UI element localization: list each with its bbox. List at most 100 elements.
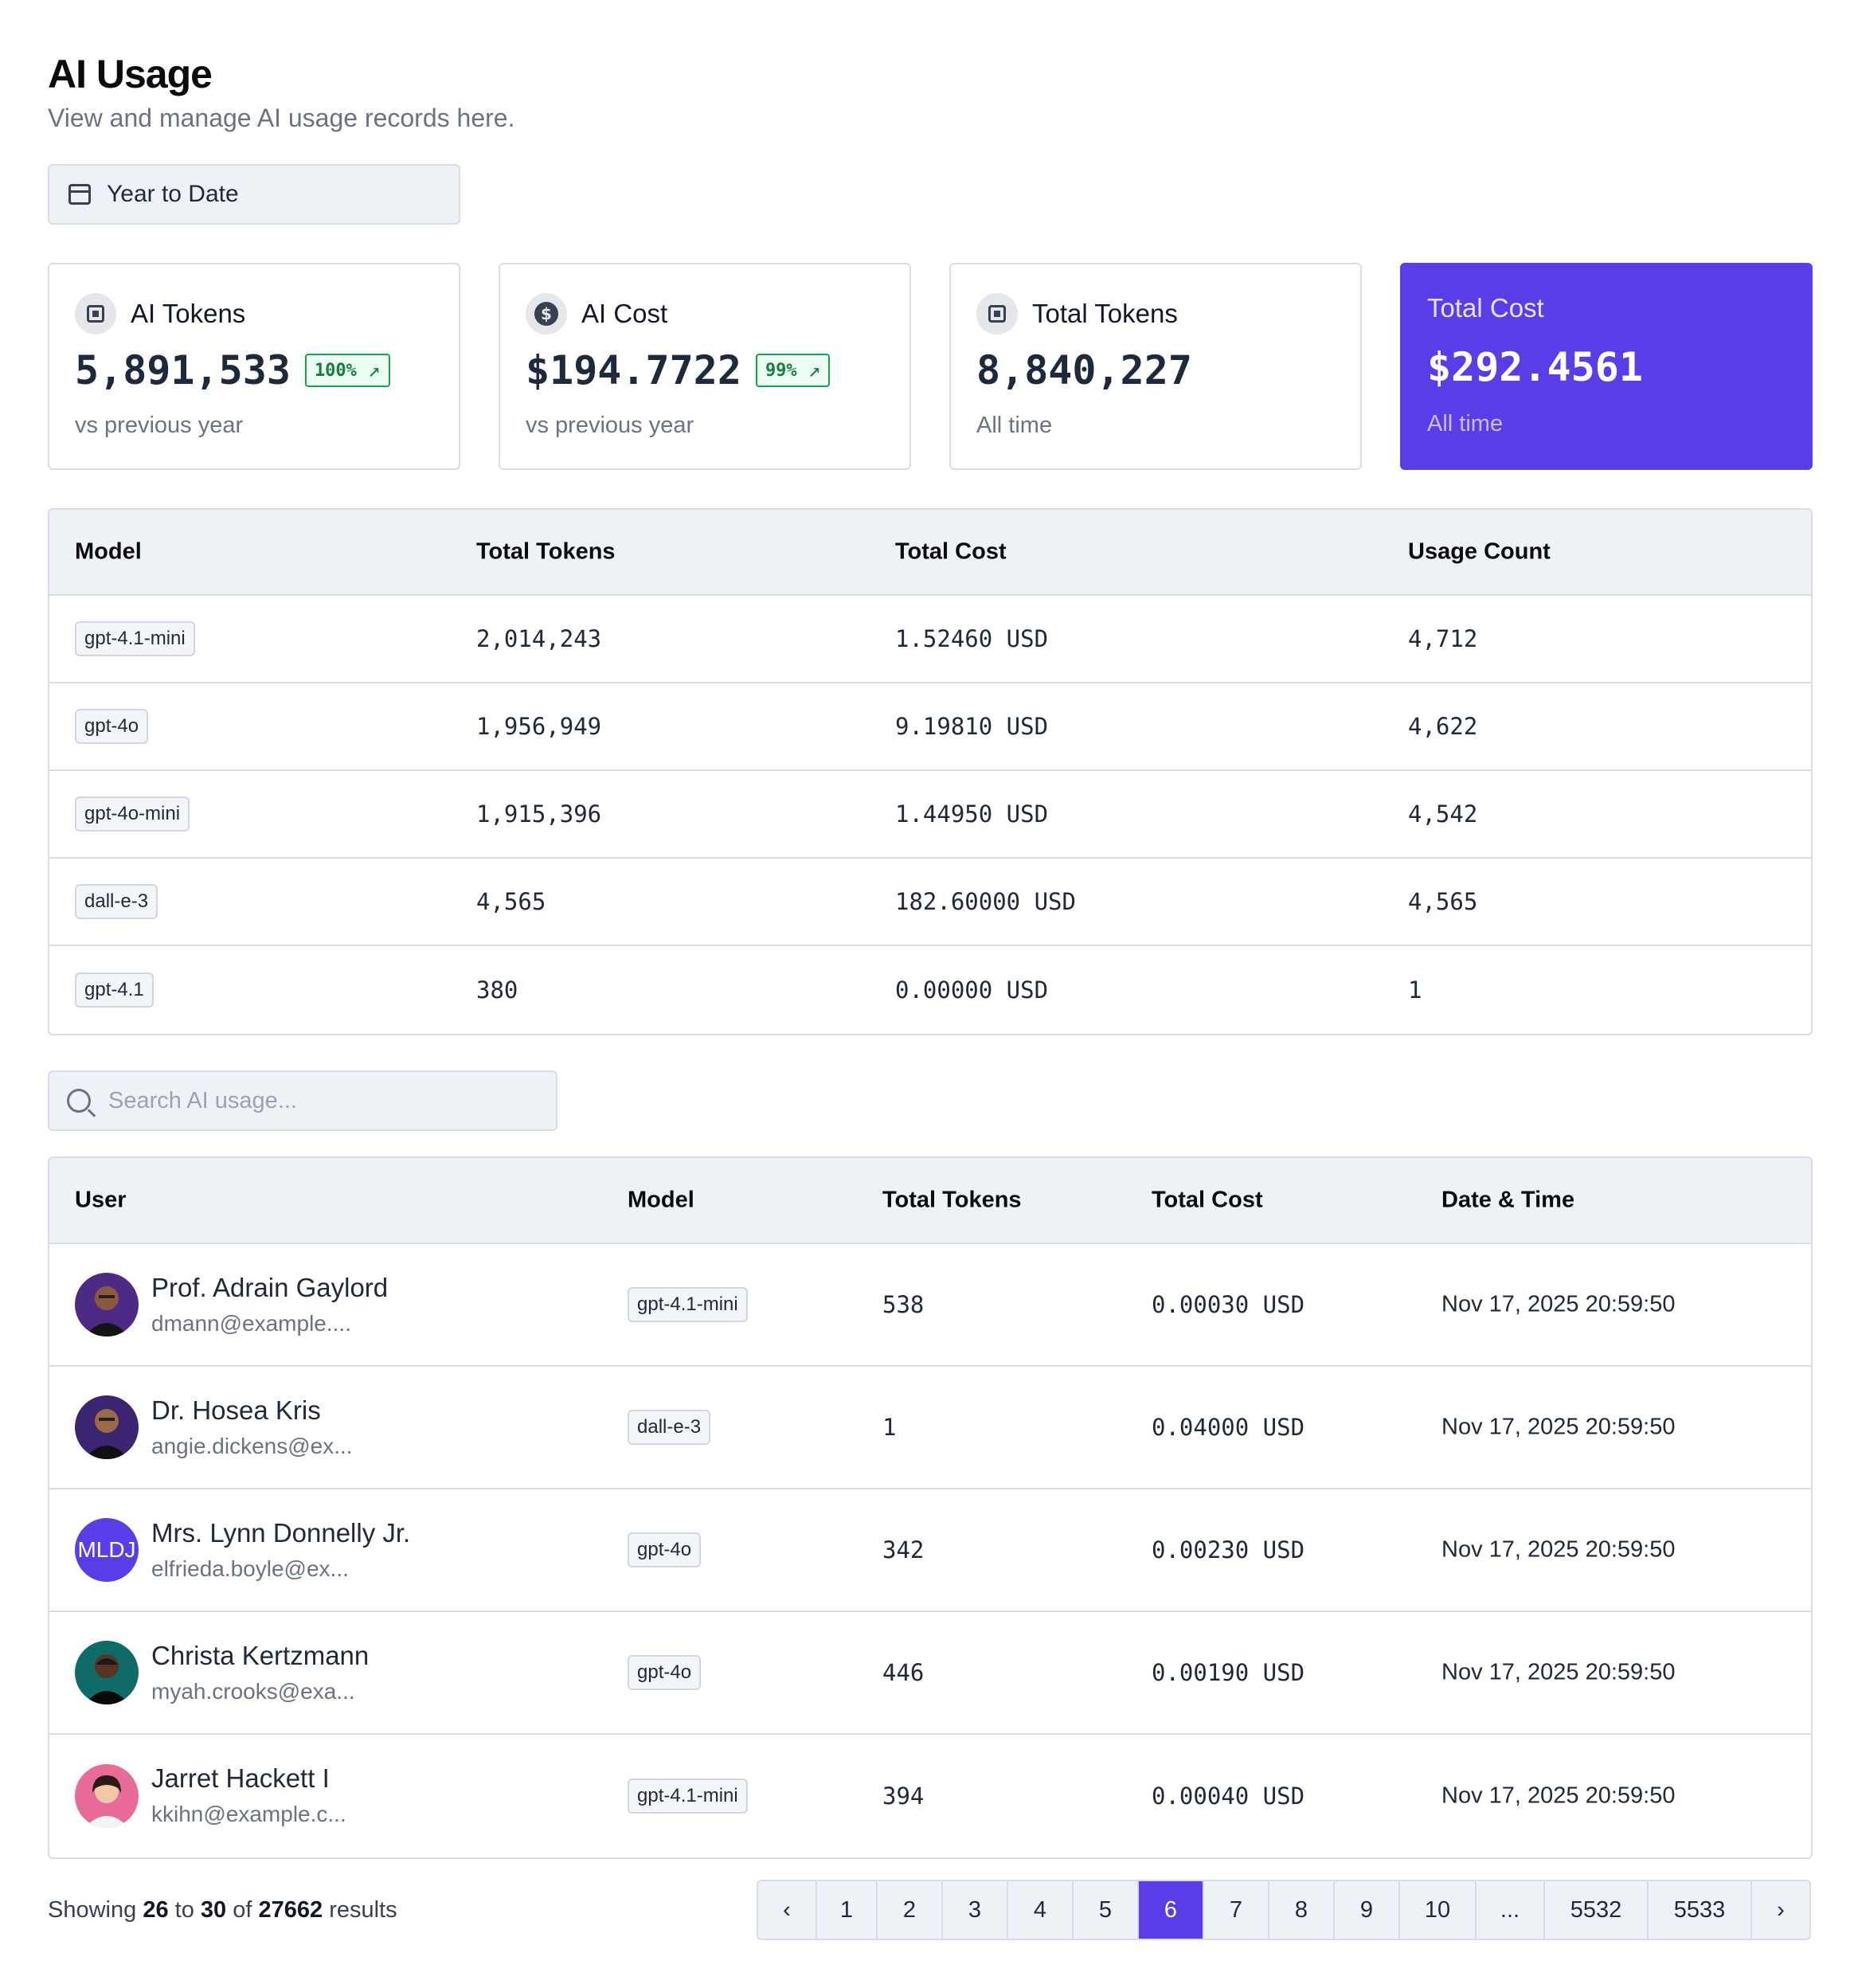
count-cell: 4,622 <box>1408 713 1478 740</box>
table-header: User Model Total Tokens Total Cost Date … <box>49 1158 1811 1244</box>
model-tag: gpt-4o <box>628 1655 702 1690</box>
column-header: Model <box>628 1187 694 1213</box>
cost-cell: 1.52460 USD <box>895 625 1049 652</box>
tokens-cell: 394 <box>882 1783 925 1810</box>
page-button[interactable]: 10 <box>1400 1881 1477 1939</box>
model-tag: gpt-4.1-mini <box>75 621 195 656</box>
search-icon <box>67 1089 91 1113</box>
chip-icon <box>976 293 1018 335</box>
next-page-button[interactable]: › <box>1777 1896 1785 1923</box>
table-row[interactable]: Dr. Hosea Kris angie.dickens@ex... dall-… <box>49 1367 1811 1489</box>
table-row[interactable]: Jarret Hackett I kkihn@example.c... gpt-… <box>49 1735 1811 1857</box>
page-title: AI Usage <box>48 52 213 96</box>
card-label: Total Cost <box>1427 293 1544 323</box>
column-header: Total Tokens <box>476 538 616 565</box>
stat-cards: AI Tokens 5,891,533 100% ↗ vs previous y… <box>48 263 1813 470</box>
trend-percent: 99% <box>765 360 797 381</box>
cost-cell: 0.00040 USD <box>1152 1783 1305 1810</box>
card-value: $292.4561 <box>1427 344 1643 390</box>
count-cell: 4,565 <box>1408 888 1478 915</box>
trending-up-icon: ↗ <box>367 358 381 382</box>
count-cell: 4,542 <box>1408 800 1478 828</box>
page-button[interactable]: 7 <box>1204 1881 1269 1939</box>
column-header: Total Cost <box>895 538 1007 565</box>
user-email: kkihn@example.c... <box>151 1802 346 1826</box>
calendar-icon <box>68 184 91 205</box>
page-button[interactable]: 1 <box>817 1881 878 1939</box>
model-tag: gpt-4o-mini <box>75 796 190 832</box>
column-header: Usage Count <box>1408 538 1551 565</box>
card-footnote: All time <box>1427 411 1504 436</box>
count-cell: 4,712 <box>1408 625 1478 652</box>
tokens-cell: 446 <box>882 1659 925 1686</box>
model-tag: gpt-4o <box>628 1532 702 1567</box>
table-row: gpt-4o-mini 1,915,396 1.44950 USD 4,542 <box>49 771 1811 859</box>
search-box <box>48 1070 557 1131</box>
page-ellipsis: ... <box>1477 1881 1545 1939</box>
user-email: myah.crooks@exa... <box>151 1679 355 1704</box>
avatar <box>75 1641 139 1704</box>
page-button[interactable]: 5 <box>1074 1881 1139 1939</box>
user-name: Mrs. Lynn Donnelly Jr. <box>151 1518 411 1548</box>
page-button[interactable]: 5533 <box>1649 1881 1752 1939</box>
cost-cell: 0.04000 USD <box>1152 1414 1305 1441</box>
page-button[interactable]: 9 <box>1335 1881 1400 1939</box>
column-header: Total Cost <box>1152 1187 1263 1213</box>
usage-records-table: User Model Total Tokens Total Cost Date … <box>48 1156 1813 1859</box>
pagination: ‹ 1 2 3 4 5 6 7 8 9 10 ... 5532 5533 › <box>757 1880 1811 1940</box>
model-tag: gpt-4.1 <box>75 972 154 1008</box>
table-row[interactable]: Christa Kertzmann myah.crooks@exa... gpt… <box>49 1612 1811 1735</box>
avatar <box>75 1764 139 1828</box>
datetime-cell: Nov 17, 2025 20:59:50 <box>1441 1291 1676 1317</box>
date-range-label: Year to Date <box>107 181 239 207</box>
avatar <box>75 1395 139 1459</box>
card-total-cost: Total Cost $292.4561 All time <box>1400 263 1813 470</box>
dollar-icon: $ <box>526 293 567 335</box>
tokens-cell: 1 <box>882 1414 897 1441</box>
table-row: gpt-4o 1,956,949 9.19810 USD 4,622 <box>49 683 1811 771</box>
column-header: Total Tokens <box>882 1187 1022 1213</box>
page-button[interactable]: 5532 <box>1545 1881 1649 1939</box>
chip-icon <box>75 293 116 335</box>
tokens-cell: 342 <box>882 1536 925 1563</box>
model-tag: gpt-4.1-mini <box>628 1779 748 1814</box>
datetime-cell: Nov 17, 2025 20:59:50 <box>1441 1659 1676 1685</box>
card-footnote: vs previous year <box>526 413 694 438</box>
user-name: Jarret Hackett I <box>151 1763 330 1793</box>
count-cell: 1 <box>1408 976 1422 1004</box>
trend-badge: 100% ↗ <box>304 354 390 387</box>
table-row[interactable]: Prof. Adrain Gaylord dmann@example.... g… <box>49 1244 1811 1367</box>
table-row: dall-e-3 4,565 182.60000 USD 4,565 <box>49 859 1811 946</box>
column-header: Date & Time <box>1441 1187 1575 1213</box>
model-tag: gpt-4.1-mini <box>628 1287 748 1322</box>
trend-percent: 100% <box>314 360 357 381</box>
cost-cell: 9.19810 USD <box>895 713 1049 740</box>
tokens-cell: 380 <box>476 976 518 1004</box>
page-button[interactable]: 8 <box>1269 1881 1335 1939</box>
user-email: elfrieda.boyle@ex... <box>151 1556 349 1581</box>
page-button[interactable]: 2 <box>878 1881 943 1939</box>
user-email: angie.dickens@ex... <box>151 1434 353 1458</box>
tokens-cell: 4,565 <box>476 888 546 915</box>
page-subtitle: View and manage AI usage records here. <box>48 104 515 132</box>
search-input[interactable] <box>108 1087 522 1114</box>
results-summary: Showing 26 to 30 of 27662 results <box>48 1897 397 1923</box>
table-row[interactable]: MLDJ Mrs. Lynn Donnelly Jr. elfrieda.boy… <box>49 1489 1811 1612</box>
tokens-cell: 538 <box>882 1291 925 1318</box>
results-prefix: Showing <box>48 1897 137 1923</box>
card-ai-cost: $ AI Cost $194.7722 99% ↗ vs previous ye… <box>499 263 911 470</box>
table-header: Model Total Tokens Total Cost Usage Coun… <box>49 510 1811 596</box>
cost-cell: 1.44950 USD <box>895 800 1049 828</box>
results-total: 27662 <box>258 1897 323 1923</box>
tokens-cell: 1,956,949 <box>476 713 602 740</box>
page-button[interactable]: 4 <box>1008 1881 1074 1939</box>
results-suffix: results <box>329 1897 397 1923</box>
page-button-active[interactable]: 6 <box>1139 1881 1204 1939</box>
date-range-button[interactable]: Year to Date <box>48 164 460 225</box>
page-button[interactable]: 3 <box>943 1881 1008 1939</box>
table-row: gpt-4.1 380 0.00000 USD 1 <box>49 946 1811 1034</box>
datetime-cell: Nov 17, 2025 20:59:50 <box>1441 1783 1676 1809</box>
tokens-cell: 2,014,243 <box>476 625 602 652</box>
table-row: gpt-4.1-mini 2,014,243 1.52460 USD 4,712 <box>49 596 1811 683</box>
prev-page-button[interactable]: ‹ <box>758 1881 817 1939</box>
